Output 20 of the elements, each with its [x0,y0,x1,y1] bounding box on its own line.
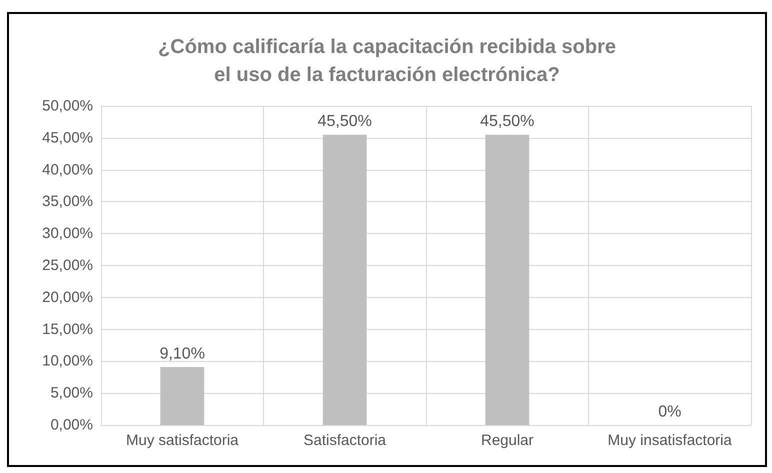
x-tick-label: Regular [480,432,534,449]
y-tick-label: 30,00% [42,225,93,242]
x-tick-label: Muy satisfactoria [126,432,240,449]
y-tick-label: 5,00% [50,384,93,402]
y-tick-label: 40,00% [42,161,93,178]
y-tick-label: 0,00% [50,416,93,434]
data-label: 0% [658,404,682,420]
x-tick-label: Satisfactoria [303,432,387,449]
y-tick-label: 10,00% [42,352,93,370]
y-tick-label: 50,00% [42,98,93,114]
data-label: 9,10% [160,345,205,362]
data-label: 45,50% [480,113,534,130]
y-tick-label: 15,00% [42,320,93,338]
chart-title: ¿Cómo calificaría la capacitación recibida sobre el uso de la facturación electrónica? [158,36,616,86]
y-tick-label: 45,00% [42,129,93,146]
x-tick-label: Muy insatisfactoria [608,432,733,449]
y-tick-label: 20,00% [42,288,93,306]
y-tick-label: 25,00% [42,257,93,274]
y-tick-label: 35,00% [42,193,93,210]
data-label: 45,50% [318,113,372,130]
